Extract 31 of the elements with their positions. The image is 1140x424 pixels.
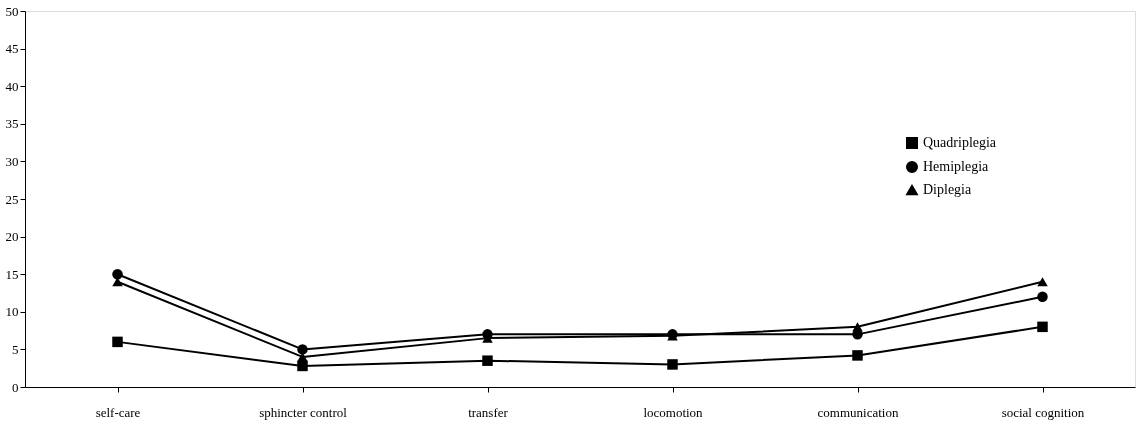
point — [482, 355, 493, 366]
point — [112, 268, 123, 280]
y-tick-label: 5 — [12, 341, 19, 357]
legend-label: Hemiplegia — [923, 159, 990, 174]
point — [667, 359, 678, 370]
y-tick-label: 35 — [5, 116, 19, 132]
y-tick-label: 15 — [5, 266, 19, 282]
y-tick-label: 20 — [5, 229, 19, 245]
point — [297, 344, 308, 355]
point — [1037, 321, 1048, 333]
y-tick-label: 25 — [5, 191, 19, 207]
point — [1037, 291, 1048, 302]
y-tick-label: 45 — [5, 41, 19, 57]
x-tick-label: transfer — [468, 404, 509, 420]
point — [1037, 277, 1048, 287]
y-tick-label: 30 — [5, 153, 19, 169]
legend-label: Diplegia — [923, 182, 972, 197]
x-tick-label: locomotion — [643, 404, 704, 420]
point — [852, 350, 863, 361]
point — [852, 322, 863, 332]
legend-label: Quadriplegia — [923, 135, 997, 150]
y-tick-label: 0 — [12, 379, 19, 395]
point — [112, 336, 123, 348]
x-tick-label: communication — [817, 404, 899, 420]
point — [297, 360, 308, 372]
y-tick-label: 40 — [5, 78, 19, 94]
y-tick-label: 50 — [5, 3, 19, 19]
x-tick-label: social cognition — [1001, 404, 1085, 420]
y-tick-label: 10 — [5, 304, 19, 320]
x-tick-label: sphincter control — [259, 404, 348, 420]
x-tick-label: self-care — [95, 404, 141, 420]
